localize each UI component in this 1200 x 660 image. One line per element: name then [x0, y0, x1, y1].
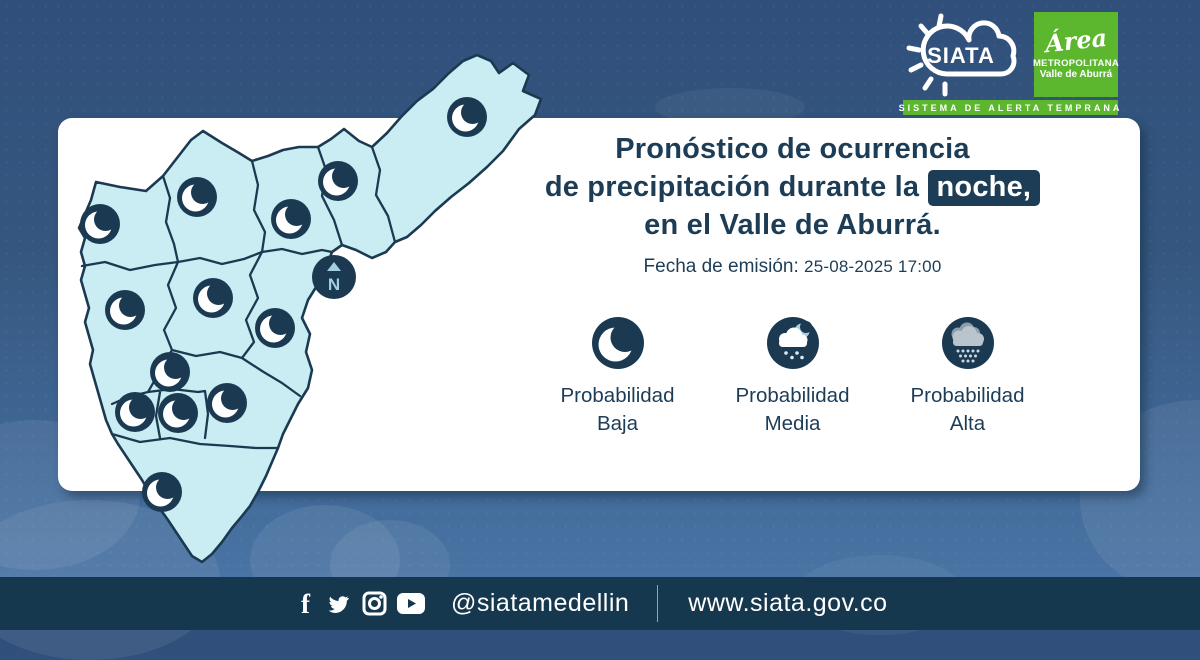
- card-content: Pronóstico de ocurrencia de precipitació…: [520, 130, 1065, 438]
- title-line1: Pronóstico de ocurrencia: [615, 133, 970, 165]
- legend-label: Alta: [949, 412, 986, 435]
- twitter-icon[interactable]: [325, 592, 352, 616]
- svg-text:N: N: [328, 275, 340, 294]
- moon-icon: [150, 352, 190, 392]
- siata-logo[interactable]: SIATA: [903, 8, 1031, 97]
- social-icons: f: [300, 591, 425, 617]
- legend-label: Probabilidad: [735, 384, 850, 407]
- youtube-icon[interactable]: [397, 593, 425, 614]
- legend-label: Baja: [596, 412, 638, 435]
- moon-icon: [318, 161, 358, 201]
- moon-icon: [115, 392, 155, 432]
- moon-icon: [105, 290, 145, 330]
- legend-label: Media: [764, 412, 821, 435]
- siata-wordmark: SIATA: [927, 43, 995, 68]
- brand-header: SIATA Área METROPOLITANA Valle de Aburrá…: [899, 8, 1120, 115]
- area-metropolitana-logo[interactable]: Área METROPOLITANA Valle de Aburrá: [1032, 12, 1120, 97]
- moon-icon: [80, 204, 120, 244]
- footer-bar: f @siatamedellin www.siata.gov.co: [0, 577, 1200, 630]
- moon-icon: [193, 278, 233, 318]
- legend-label: Probabilidad: [560, 384, 675, 407]
- legend: Probabilidad Baja Probabilidad Med: [520, 316, 1065, 438]
- area-script-text: Área: [1043, 22, 1109, 59]
- legend-item-baja: Probabilidad Baja: [530, 316, 705, 438]
- website-url[interactable]: www.siata.gov.co: [688, 589, 888, 617]
- title-line2: de precipitación durante la: [544, 171, 920, 203]
- moon-icon: [207, 383, 247, 423]
- facebook-icon[interactable]: f: [300, 591, 315, 617]
- cloud-heavy-rain-icon: [941, 317, 994, 369]
- alerta-temprana-banner: SISTEMA DE ALERTA TEMPRANA: [899, 100, 1119, 115]
- title-highlight-noche: noche,: [927, 170, 1041, 206]
- moon-icon: [177, 177, 217, 217]
- moon-icon: [591, 317, 644, 369]
- area-metropolitana-text: METROPOLITANA: [1032, 58, 1120, 69]
- emission-label: Fecha de emisión:: [643, 256, 799, 277]
- emission-date: Fecha de emisión: 25-08-2025 17:00: [520, 256, 1065, 278]
- social-handle[interactable]: @siatamedellin: [451, 589, 630, 617]
- moon-icon: [447, 97, 487, 137]
- svg-text:f: f: [301, 591, 311, 617]
- page-title: Pronóstico de ocurrencia de precipitació…: [520, 130, 1065, 244]
- title-line3: en el Valle de Aburrá.: [644, 209, 941, 241]
- emission-value: 25-08-2025 17:00: [804, 257, 942, 276]
- cloud-moon-drizzle-icon: [766, 317, 819, 369]
- footer-divider: [657, 585, 659, 622]
- north-compass-icon: N: [312, 255, 356, 299]
- instagram-icon[interactable]: [362, 591, 387, 616]
- valle-de-aburra-map: N: [77, 53, 543, 564]
- valle-de-aburra-text: Valle de Aburrá: [1039, 69, 1113, 80]
- legend-item-alta: Probabilidad Alta: [880, 316, 1055, 438]
- moon-icon: [142, 472, 182, 512]
- moon-icon: [271, 199, 311, 239]
- legend-item-media: Probabilidad Media: [705, 316, 880, 438]
- legend-label: Probabilidad: [910, 384, 1025, 407]
- moon-icon: [158, 393, 198, 433]
- moon-icon: [255, 308, 295, 348]
